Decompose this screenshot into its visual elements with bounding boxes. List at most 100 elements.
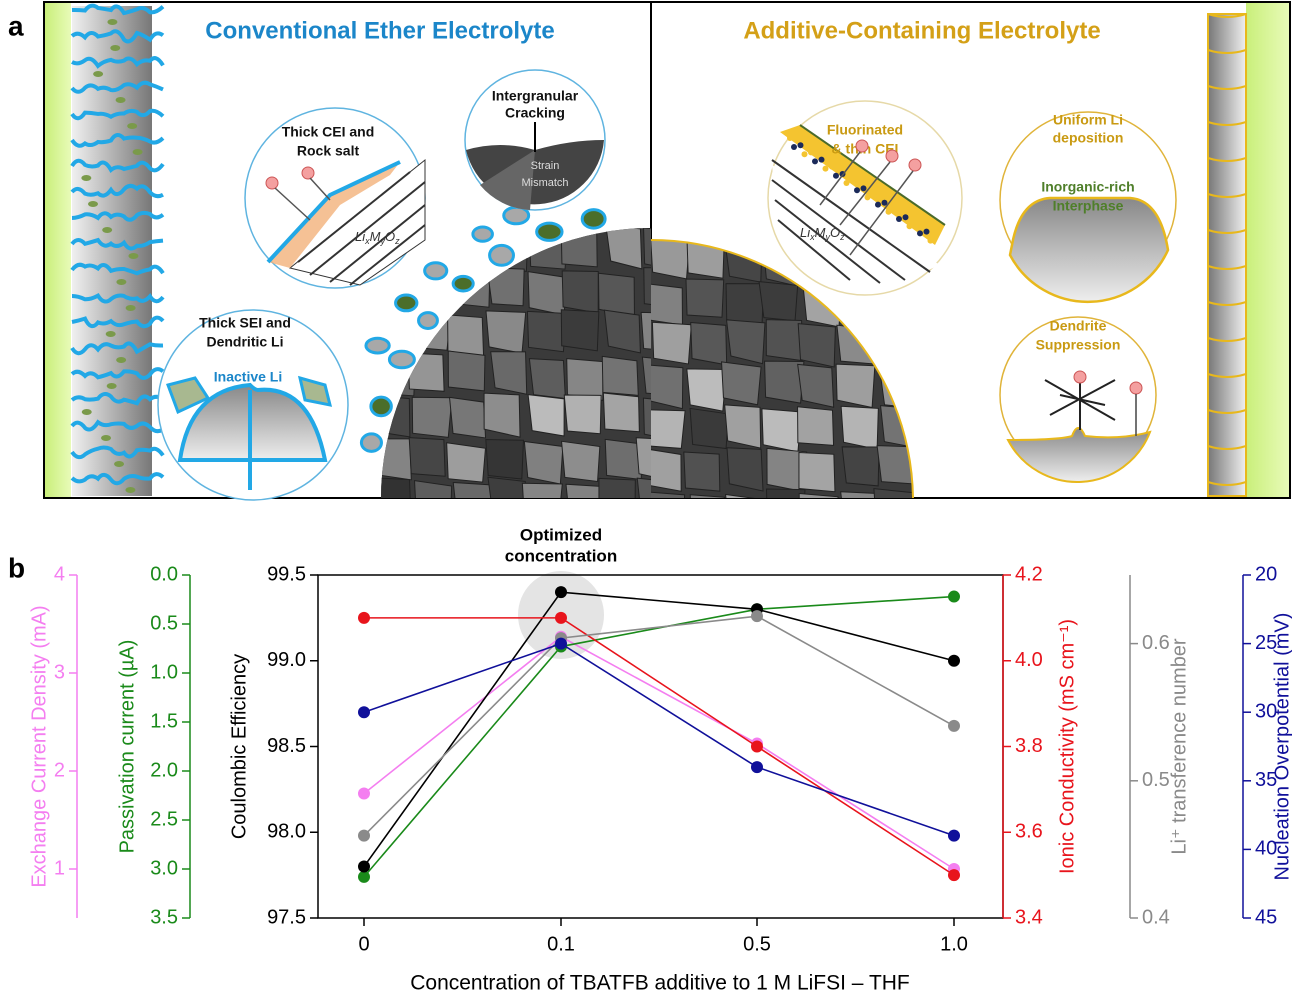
fluoride-dot [913,221,919,227]
y-tick-label: 20 [1255,563,1277,585]
data-point [555,612,567,624]
grain [874,489,913,530]
y-tick-label: 0.5 [1142,769,1170,791]
y-tick-label: 3.0 [150,857,178,879]
grain [727,448,763,491]
inactive-li [110,45,120,51]
grain [409,438,445,477]
fluoride-dot [896,216,902,222]
fluoride-dot [871,193,877,199]
current-collector [45,3,71,497]
grain [448,351,485,391]
inset-label: deposition [1053,130,1124,146]
data-point [751,741,763,753]
series-line [364,616,954,836]
data-point [751,761,763,773]
inactive-li [82,409,92,415]
inset-label: Intergranular [492,88,579,104]
panel-label: a [8,10,24,41]
grain [726,284,764,326]
grain [841,492,877,531]
grain [652,322,691,364]
y-tick-label: 0.0 [150,563,178,585]
data-point [358,612,370,624]
inactive-li [93,71,103,77]
y-tick-label: 2.5 [150,808,178,830]
cei-fragment [361,434,381,451]
inset-label: Fluorinated [827,122,903,138]
x-tick-label: 0 [358,933,369,955]
inactive-li [88,201,98,207]
data-point [751,610,763,622]
inset-label: Cracking [505,105,565,121]
right-title: Additive-Containing Electrolyte [743,17,1100,44]
li-ion [266,177,278,189]
grain [448,315,484,358]
fluoride-dot [808,149,814,155]
inset-label: Mismatch [521,177,568,189]
grain [529,359,565,399]
fluoride-dot [882,200,888,206]
li-ion [886,150,898,162]
inset-label: Rock salt [297,143,360,159]
grain [766,320,802,361]
grain [562,441,600,481]
grain [602,356,638,395]
y-axis-label: Ionic Conductivity (mS cm⁻¹) [1056,619,1078,874]
formula-part: z [394,236,400,246]
data-point [948,591,960,603]
grain [841,406,878,449]
fluoride-dot [833,173,839,179]
data-point [948,869,960,881]
formula-part: M [370,229,381,244]
inactive-li [102,227,112,233]
y-tick-label: 0.5 [150,612,178,634]
fluoride-dot [787,135,793,141]
grain [564,395,601,434]
inactive-li [106,331,116,337]
grain [762,409,801,452]
y-tick-label: 3.6 [1015,821,1043,843]
fluoride-dot [875,202,881,208]
cei-fragment [419,313,438,329]
page: {"panel_a": {"label": "a", "left_title":… [0,0,1292,996]
data-point [948,655,960,667]
series-line [364,637,954,869]
cei-fragment [490,245,514,265]
series-line [364,597,954,877]
inactive-li [116,357,126,363]
x-tick-label: 0.5 [743,933,771,955]
inactive-li [126,305,136,311]
data-point [948,830,960,842]
annotation: Optimized [520,525,602,544]
li-ion [1074,371,1086,383]
inactive-li [101,435,111,441]
grain [527,311,566,351]
grain [691,323,727,365]
grain [484,393,520,437]
data-point [358,861,370,873]
grain [450,397,486,438]
y-axis-label: Exchange Current Density (mA) [28,605,50,887]
y-axis-label: Passivation current (µA) [116,640,138,854]
data-point [358,788,370,800]
fluoride-dot [819,157,825,163]
annotation: concentration [505,546,617,565]
y-tick-label: 0.4 [1142,906,1170,928]
grain [687,369,726,411]
inset-label: Uniform Li [1053,112,1123,128]
grain [567,359,603,401]
y-tick-label: 45 [1255,906,1277,928]
grain [799,453,835,492]
fluoride-dot [907,223,913,229]
fluoride-dot [917,230,923,236]
fluoride-dot [865,194,871,200]
fluoride-dot [861,185,867,191]
grain [798,407,834,446]
inset-label: Strain [531,160,560,172]
x-tick-label: 0.1 [547,933,575,955]
formula-part: M [815,225,826,240]
grain [686,279,724,317]
current-collector [1246,3,1289,497]
grain [528,272,567,315]
